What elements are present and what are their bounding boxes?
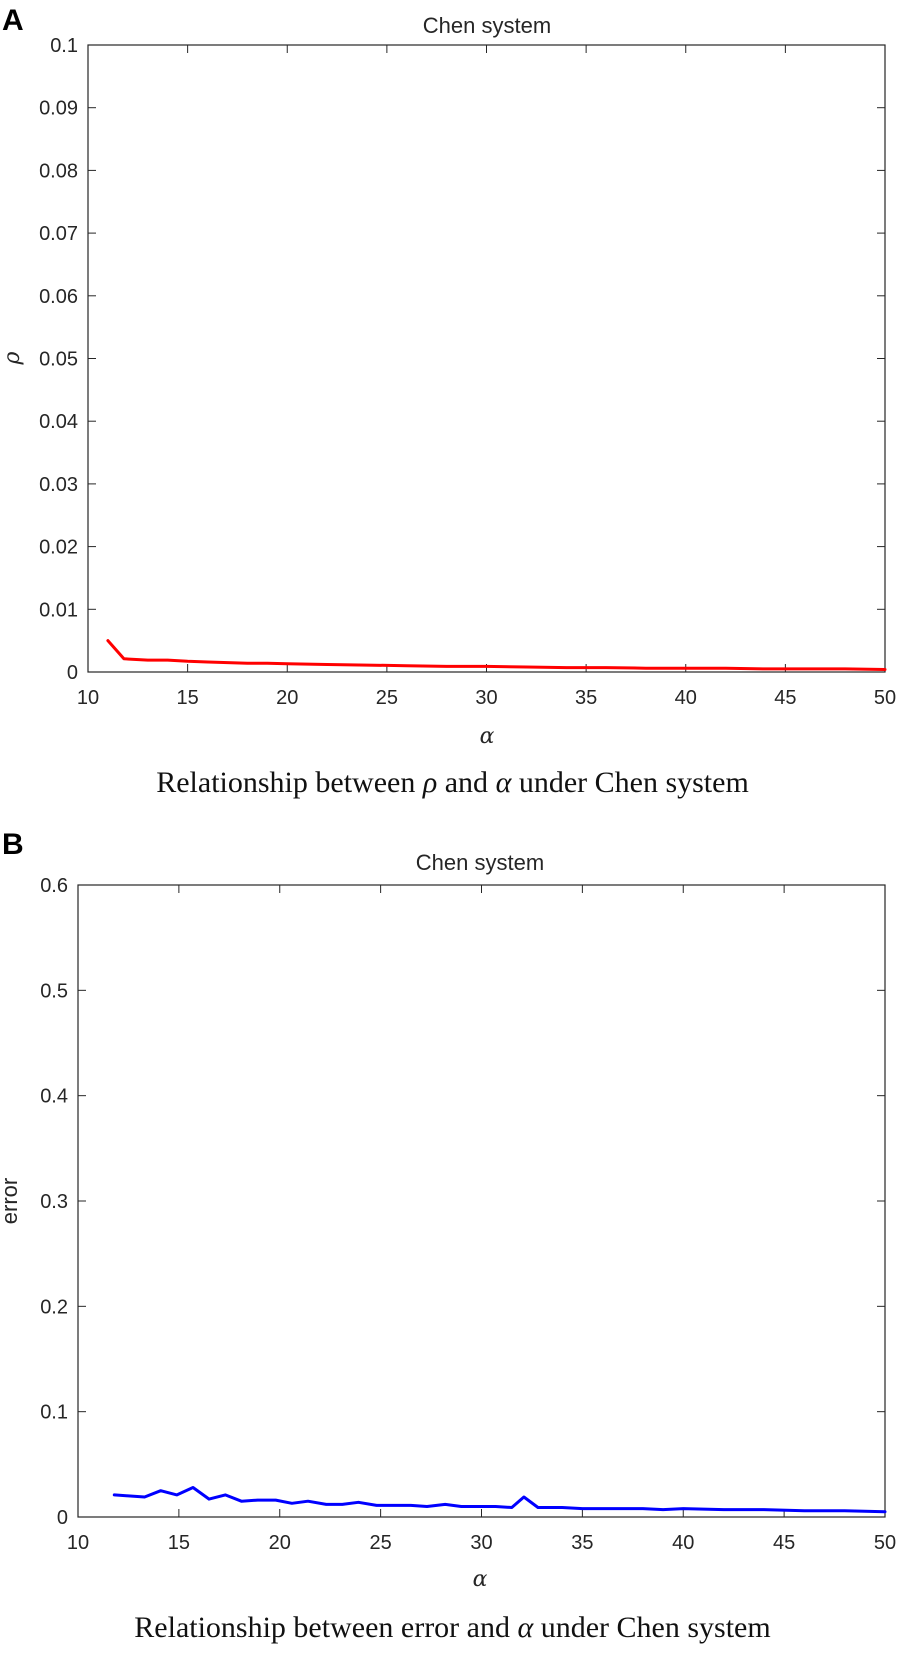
chart-title: Chen system: [416, 850, 544, 875]
y-tick-label: 0: [67, 662, 78, 684]
y-tick-label: 0.06: [39, 286, 78, 308]
y-tick-label: 0.08: [39, 160, 78, 182]
plot-area: [77, 884, 886, 1518]
x-tick-label: 25: [370, 1532, 392, 1554]
panel-letter: A: [2, 4, 24, 37]
y-axis-label: ρ: [0, 351, 25, 365]
y-tick-label: 0.03: [39, 474, 78, 496]
caption-symbol-rho: ρ: [422, 766, 438, 799]
y-axis-label: error: [0, 1178, 22, 1224]
x-tick-label: 15: [168, 1532, 190, 1554]
series-group: [106, 639, 887, 671]
chart-title: Chen system: [423, 13, 551, 38]
y-tick-label: 0.3: [40, 1191, 68, 1213]
y-tick-label: 0.07: [39, 223, 78, 245]
y-tick-label: 0.2: [40, 1296, 68, 1318]
x-tick-label: 20: [276, 687, 298, 709]
caption-text: under Chen system: [533, 1611, 771, 1644]
x-tick-label: 40: [672, 1532, 694, 1554]
panel-a: A Chen system 10 15 20 25 30 35 40 45 50 0 0.01 0.0…: [0, 0, 905, 810]
x-tick-label: 35: [575, 687, 597, 709]
figure-caption: Relationship between ρ and α under Chen …: [0, 766, 905, 800]
chart-a: A Chen system 10 15 20 25 30 35 40 45 50 0 0.01 0.0…: [0, 4, 896, 749]
y-tick-label: 0.05: [39, 349, 78, 371]
y-tick-label: 0.6: [40, 875, 68, 897]
x-tick-label: 20: [269, 1532, 291, 1554]
y-tick-label: 0: [57, 1507, 68, 1529]
x-tick-label: 45: [773, 1532, 795, 1554]
caption-symbol-alpha: α: [495, 766, 512, 799]
y-tick-label: 0.1: [50, 35, 78, 57]
x-tick-label: 40: [675, 687, 697, 709]
panel-b: B Chen system 10 15 20 25 30 35 40 45 50 0 0.1 0.2 0…: [0, 828, 905, 1666]
x-tick-label: 50: [874, 1532, 896, 1554]
x-tick-label: 10: [67, 1532, 89, 1554]
y-tick-label: 0.02: [39, 537, 78, 559]
y-tick-label: 0.5: [40, 980, 68, 1002]
x-tick-label: 10: [77, 687, 99, 709]
tick-group: 10 15 20 25 30 35 40 45 50 0 0.01 0.02 0.03 0.04 0.05 0…: [39, 35, 896, 709]
panel-letter: B: [2, 828, 24, 861]
x-tick-label: 15: [177, 687, 199, 709]
y-tick-label: 0.09: [39, 98, 78, 120]
series-group: [112, 1486, 887, 1514]
caption-text: and: [437, 766, 496, 799]
x-tick-label: 30: [475, 687, 497, 709]
x-tick-label: 35: [571, 1532, 593, 1554]
caption-text: Relationship between error and: [134, 1611, 518, 1644]
x-tick-label: 50: [874, 687, 896, 709]
series-line: [106, 639, 887, 671]
figure-caption: Relationship between error and α under C…: [0, 1611, 905, 1645]
y-tick-label: 0.01: [39, 599, 78, 621]
caption-text: under Chen system: [511, 766, 749, 799]
x-axis-label: α: [473, 1567, 488, 1592]
x-axis-label: α: [480, 724, 495, 749]
x-tick-label: 25: [376, 687, 398, 709]
plot-area: [87, 44, 886, 673]
x-tick-label: 45: [774, 687, 796, 709]
caption-text: Relationship between: [156, 766, 423, 799]
chart-b: B Chen system 10 15 20 25 30 35 40 45 50 0 0.1 0.2 0…: [0, 828, 896, 1592]
y-tick-label: 0.04: [39, 411, 78, 433]
caption-symbol-alpha: α: [517, 1611, 534, 1644]
y-tick-label: 0.4: [40, 1086, 68, 1108]
x-tick-label: 30: [470, 1532, 492, 1554]
series-line: [112, 1486, 887, 1514]
tick-group: 10 15 20 25 30 35 40 45 50 0 0.1 0.2 0.3 0.4 0.5 0.6: [40, 875, 896, 1554]
y-tick-label: 0.1: [40, 1402, 68, 1424]
